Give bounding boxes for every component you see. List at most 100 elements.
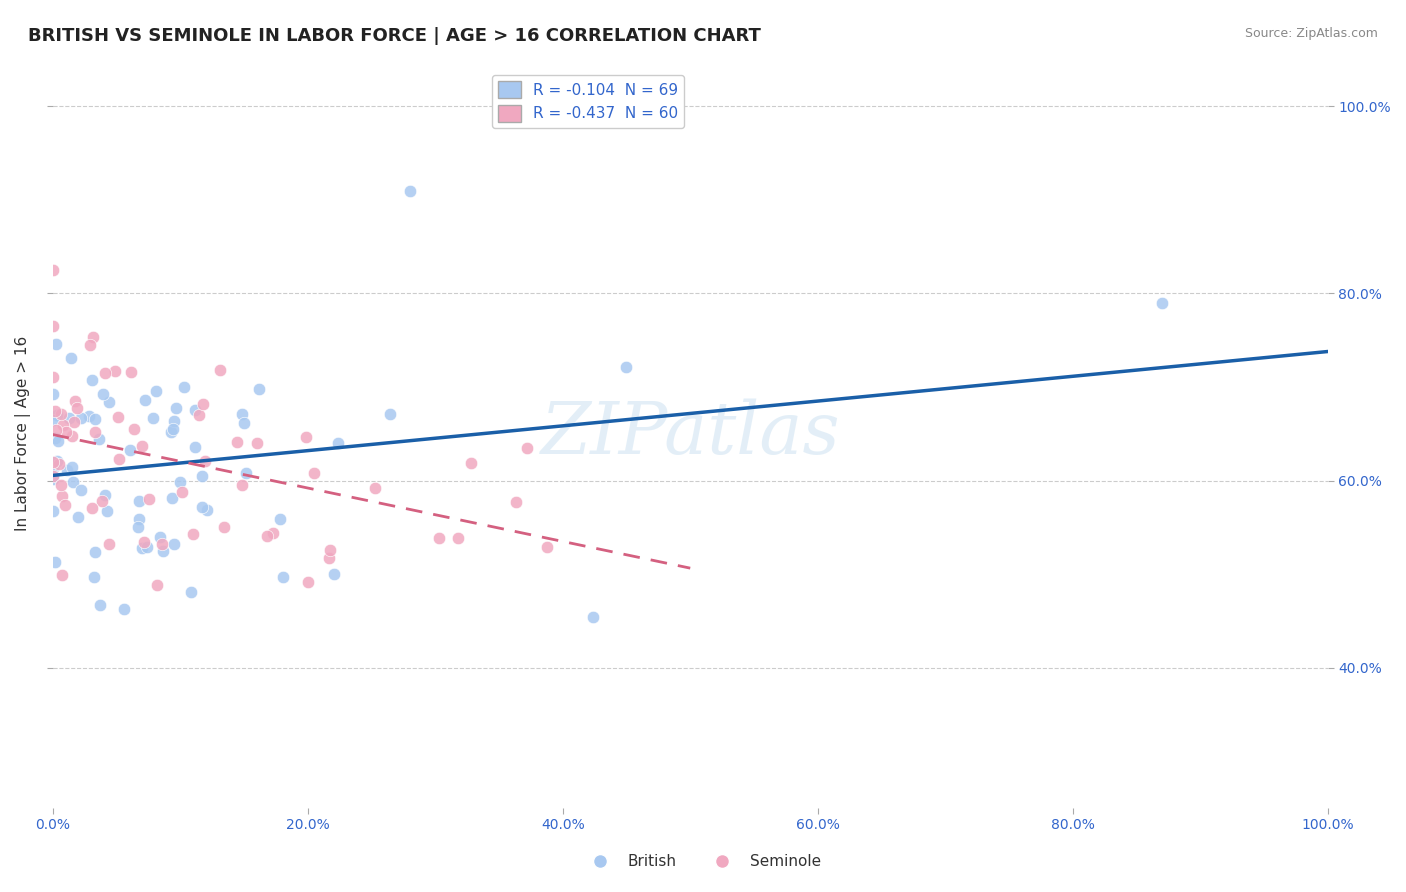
Point [183, 402, 205, 417]
Point [122, 421, 145, 435]
Point [62, 428, 84, 442]
Point [41, 413, 63, 427]
Point [235, 466, 257, 480]
Point [44, 556, 66, 570]
Point [231, 478, 253, 492]
Y-axis label: In Labor Force | Age > 16: In Labor Force | Age > 16 [15, 336, 31, 532]
Point [271, 570, 294, 584]
Point [48, 457, 70, 471]
Point [429, 531, 451, 545]
Point [42, 369, 65, 384]
Point [42, 503, 65, 517]
Point [55, 463, 77, 477]
Point [614, 360, 637, 375]
Point [83, 411, 105, 425]
Point [183, 440, 205, 454]
Point [262, 526, 284, 541]
Point [191, 500, 214, 514]
Point [89, 599, 111, 613]
Point [326, 436, 349, 450]
Point [180, 585, 202, 599]
Point [145, 384, 167, 399]
Point [44, 404, 66, 418]
Point [191, 468, 214, 483]
Point [107, 452, 129, 467]
Point [80, 373, 103, 387]
Point [97, 394, 120, 409]
Point [45, 336, 67, 351]
Point [256, 529, 278, 543]
Point [94, 367, 117, 381]
Point [49, 478, 72, 492]
Point [460, 457, 482, 471]
Point [42, 262, 65, 277]
Point [322, 566, 344, 581]
Point [191, 396, 214, 410]
Point [173, 380, 195, 394]
Point [536, 540, 558, 554]
Point [160, 425, 183, 440]
Point [582, 610, 605, 624]
Point [83, 570, 105, 584]
Point [66, 401, 89, 415]
Point [69, 411, 91, 425]
Point [45, 453, 67, 467]
Point [41, 387, 63, 401]
Point [96, 504, 118, 518]
Point [90, 493, 112, 508]
Point [42, 460, 65, 475]
Point [131, 440, 153, 454]
Point [269, 512, 291, 526]
Point [62, 475, 84, 490]
Point [94, 488, 117, 502]
Point [136, 540, 159, 554]
Point [398, 184, 420, 198]
Point [46, 434, 69, 448]
Point [84, 425, 107, 439]
Point [41, 472, 63, 486]
Point [131, 541, 153, 555]
Point [1152, 295, 1174, 310]
Point [380, 407, 402, 421]
Point [120, 365, 142, 379]
Point [165, 401, 187, 416]
Point [58, 410, 80, 425]
Point [42, 318, 65, 333]
Point [107, 409, 129, 424]
Text: Source: ZipAtlas.com: Source: ZipAtlas.com [1244, 27, 1378, 40]
Point [150, 537, 173, 551]
Point [146, 578, 169, 592]
Point [128, 494, 150, 508]
Point [163, 537, 186, 551]
Point [516, 441, 538, 455]
Point [233, 416, 256, 430]
Point [194, 454, 217, 468]
Point [195, 502, 218, 516]
Point [51, 490, 73, 504]
Point [55, 425, 77, 439]
Point [246, 436, 269, 450]
Point [134, 535, 156, 549]
Point [45, 423, 67, 437]
Point [302, 467, 325, 481]
Point [67, 510, 90, 524]
Point [60, 460, 83, 475]
Point [183, 526, 205, 541]
Point [63, 393, 86, 408]
Point [297, 575, 319, 590]
Point [152, 544, 174, 558]
Point [59, 351, 82, 365]
Point [162, 422, 184, 436]
Point [149, 530, 172, 544]
Text: ZIPatlas: ZIPatlas [540, 399, 839, 469]
Point [318, 543, 340, 558]
Point [225, 435, 247, 450]
Point [231, 407, 253, 421]
Point [77, 409, 100, 423]
Point [51, 568, 73, 582]
Point [208, 363, 231, 377]
Legend: British, Seminole: British, Seminole [579, 848, 827, 875]
Point [49, 407, 72, 421]
Point [112, 602, 135, 616]
Point [247, 382, 270, 396]
